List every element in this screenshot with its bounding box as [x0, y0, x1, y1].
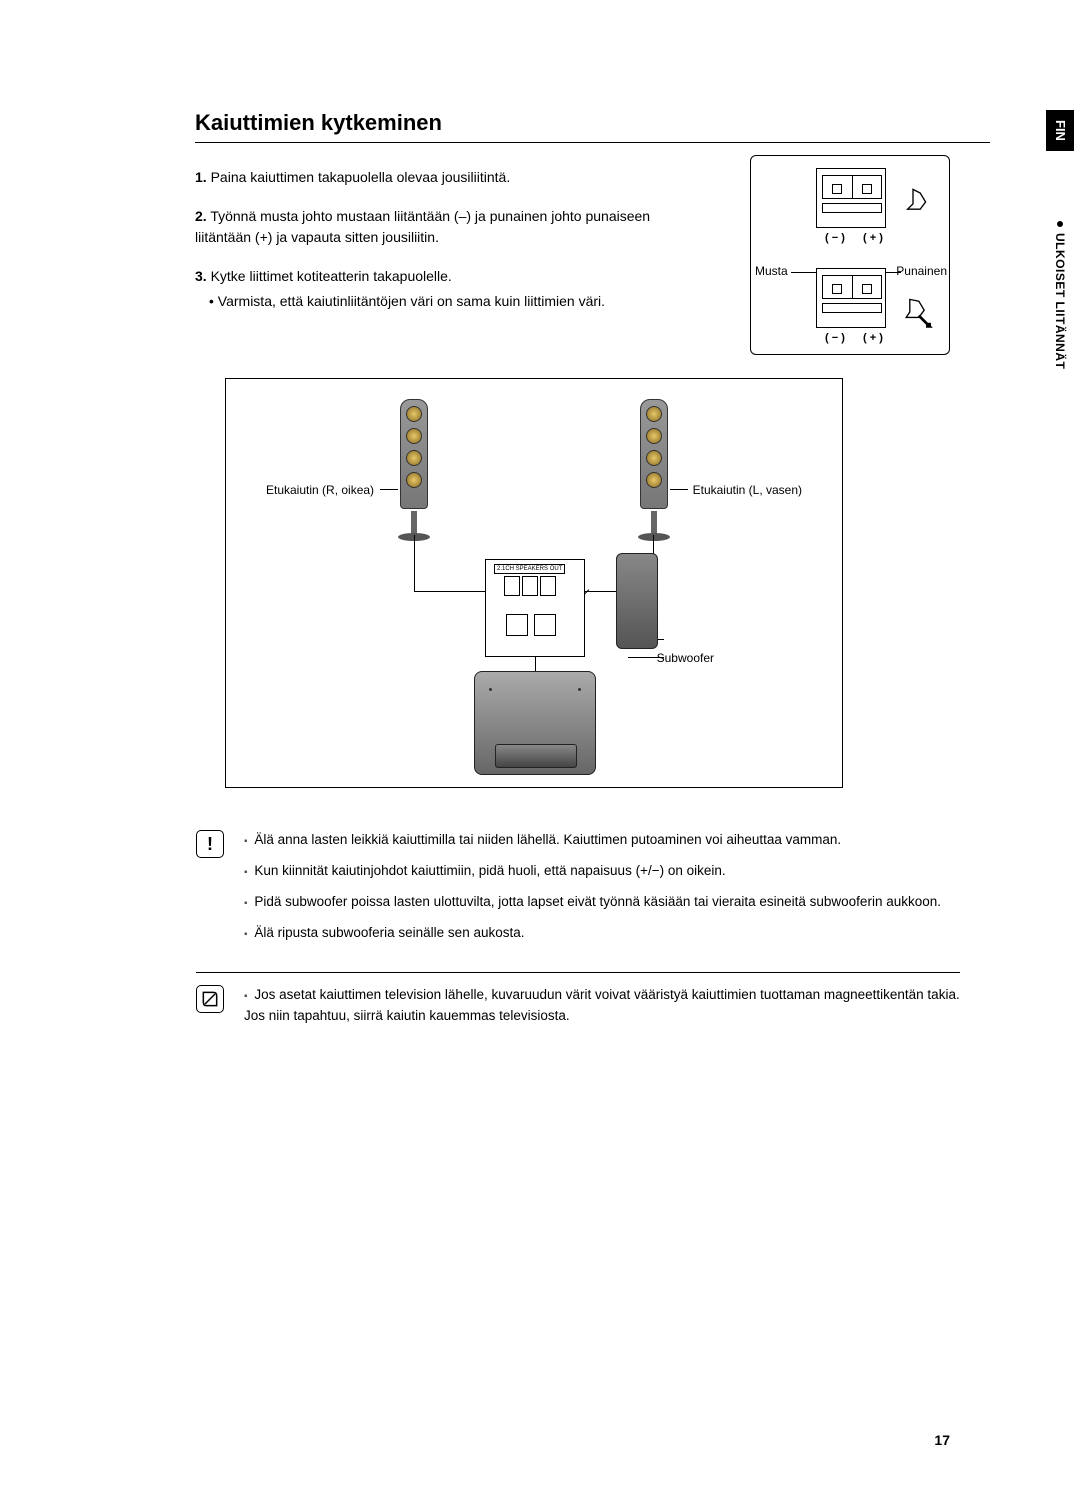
warning-icon: ! — [196, 830, 224, 858]
plus-label: ( + ) — [863, 232, 883, 244]
step-text: Työnnä musta johto mustaan liitäntään (–… — [195, 208, 650, 245]
warning-block: ! Älä anna lasten leikkiä kaiuttimilla t… — [196, 818, 960, 973]
terminal-bottom — [816, 268, 886, 328]
page-number: 17 — [934, 1432, 950, 1448]
notes-section: ! Älä anna lasten leikkiä kaiuttimilla t… — [196, 818, 960, 1055]
terminal-box — [822, 275, 882, 299]
screw-icon — [578, 688, 581, 691]
left-speaker-icon — [636, 399, 672, 541]
side-tab: FIN ULKOISET LIITÄNNÄT — [1040, 110, 1080, 450]
left-speaker-label: Etukaiutin (L, vasen) — [693, 483, 802, 497]
wiring-diagram: Etukaiutin (R, oikea) Etukaiutin (L, vas… — [225, 378, 843, 788]
sq — [534, 614, 556, 636]
step-text: Kytke liittimet kotiteatterin takapuolel… — [211, 268, 452, 284]
page-heading: Kaiuttimien kytkeminen — [195, 110, 990, 143]
note-list: Jos asetat kaiuttimen television lähelle… — [244, 985, 960, 1037]
section-label: ULKOISET LIITÄNNÄT — [1053, 233, 1067, 369]
minus-label: ( − ) — [825, 332, 845, 344]
slot-minus — [823, 276, 853, 298]
steps-list: 1. Paina kaiuttimen takapuolella olevaa … — [195, 167, 655, 312]
right-speaker-icon — [396, 399, 432, 541]
slot-plus — [853, 276, 882, 298]
plus-label: ( + ) — [863, 332, 883, 344]
connector-bar — [495, 744, 577, 768]
warning-list: Älä anna lasten leikkiä kaiuttimilla tai… — [244, 830, 941, 954]
leader-line — [670, 489, 688, 490]
unit-back-panel: 2.1CH SPEAKERS OUT — [485, 559, 585, 657]
note-block: Jos asetat kaiuttimen television lähelle… — [196, 973, 960, 1055]
bullet-icon — [1057, 221, 1063, 227]
hand-arrow-icon — [899, 294, 935, 330]
warning-item: Älä anna lasten leikkiä kaiuttimilla tai… — [244, 830, 941, 851]
step-2: 2. Työnnä musta johto mustaan liitäntään… — [195, 206, 655, 248]
lever — [822, 203, 882, 213]
step-number: 2. — [195, 208, 207, 224]
port-row — [504, 576, 556, 596]
subwoofer-label: Subwoofer — [657, 651, 714, 665]
musta-label: Musta — [755, 264, 788, 278]
punainen-label: Punainen — [896, 264, 947, 278]
sq-row — [506, 614, 556, 636]
warning-item: Kun kiinnität kaiutinjohdot kaiuttimiin,… — [244, 861, 941, 882]
terminal-diagram: ( − ) ( + ) Musta Punainen ( − ) ( + ) — [750, 155, 950, 355]
note-icon — [196, 985, 224, 1013]
port — [522, 576, 538, 596]
step-text: Paina kaiuttimen takapuolella olevaa jou… — [211, 169, 511, 185]
section-tab: ULKOISET LIITÄNNÄT — [1053, 221, 1067, 369]
step-number: 3. — [195, 268, 207, 284]
right-speaker-label: Etukaiutin (R, oikea) — [266, 483, 374, 497]
step-1: 1. Paina kaiuttimen takapuolella olevaa … — [195, 167, 655, 188]
hand-icon — [895, 184, 931, 220]
back-label: 2.1CH SPEAKERS OUT — [494, 564, 565, 574]
step-subtext: • Varmista, että kaiutinliitäntöjen väri… — [209, 291, 655, 312]
step-number: 1. — [195, 169, 207, 185]
warning-item: Pidä subwoofer poissa lasten ulottuvilta… — [244, 892, 941, 913]
minus-label: ( − ) — [825, 232, 845, 244]
language-tab: FIN — [1046, 110, 1074, 151]
warning-item: Älä ripusta subwooferia seinälle sen auk… — [244, 923, 941, 944]
slot-minus — [823, 176, 853, 198]
main-unit-icon — [474, 671, 596, 775]
wire-line — [414, 535, 415, 591]
port — [504, 576, 520, 596]
step-3: 3. Kytke liittimet kotiteatterin takapuo… — [195, 266, 655, 312]
leader-line — [791, 272, 819, 273]
screw-icon — [489, 688, 492, 691]
port — [540, 576, 556, 596]
terminal-top — [816, 168, 886, 228]
note-item: Jos asetat kaiuttimen television lähelle… — [244, 985, 960, 1027]
slot-plus — [853, 176, 882, 198]
sq — [506, 614, 528, 636]
terminal-box — [822, 175, 882, 199]
subwoofer-icon — [616, 553, 658, 649]
lever — [822, 303, 882, 313]
leader-line — [628, 657, 664, 658]
